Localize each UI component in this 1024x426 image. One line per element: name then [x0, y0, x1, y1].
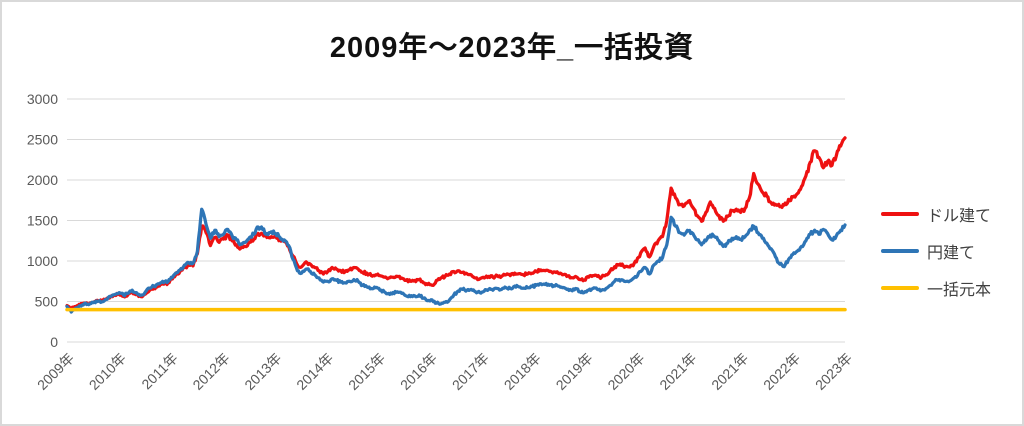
y-axis-tick-label: 3000 — [27, 91, 58, 107]
y-axis-tick-label: 500 — [35, 294, 59, 310]
x-axis-tick-label: 2023年 — [812, 350, 855, 393]
x-axis-tick-label: 2009年 — [34, 350, 77, 393]
x-axis-tick-label: 2014年 — [293, 350, 336, 393]
y-axis-tick-label: 0 — [50, 334, 58, 350]
y-axis-tick-label: 1000 — [27, 253, 58, 269]
x-axis-tick-label: 2021年 — [708, 350, 751, 393]
chart-title: 2009年～2023年_一括投資 — [329, 32, 695, 64]
y-axis-tick-label: 2000 — [27, 172, 58, 188]
legend-label-principal: 一括元本 — [927, 282, 992, 299]
legend-item-yen: 円建て — [881, 239, 991, 263]
legend: ドル建て 円建て 一括元本 — [881, 202, 991, 313]
legend-item-usd: ドル建て — [881, 202, 991, 226]
x-axis-tick-label: 2016年 — [397, 350, 440, 393]
x-axis-tick-label: 2011年 — [138, 350, 181, 393]
legend-label-usd: ドル建て — [927, 208, 992, 225]
series-line-1 — [65, 207, 847, 314]
legend-label-yen: 円建て — [927, 245, 976, 262]
x-axis-tick-label: 2020年 — [604, 350, 647, 393]
x-axis-tick-label: 2019年 — [553, 350, 596, 393]
x-axis-tick-label: 2010年 — [86, 350, 129, 393]
x-axis-tick-label: 2017年 — [449, 350, 492, 393]
x-axis-tick-label: 2022年 — [760, 350, 803, 393]
legend-item-principal: 一括元本 — [881, 276, 991, 300]
x-axis-tick-label: 2012年 — [189, 350, 232, 393]
x-axis-tick-label: 2021年 — [656, 350, 699, 393]
x-axis-tick-label: 2013年 — [241, 350, 284, 393]
x-axis-tick-label: 2018年 — [501, 350, 544, 393]
legend-line-swatch-yen — [881, 249, 919, 253]
series-line-0 — [65, 136, 847, 311]
x-axis-tick-label: 2015年 — [345, 350, 388, 393]
legend-line-swatch-usd — [881, 212, 919, 216]
y-axis-tick-label: 2500 — [27, 132, 58, 148]
legend-line-swatch-principal — [881, 286, 919, 290]
y-axis-tick-label: 1500 — [27, 213, 58, 229]
